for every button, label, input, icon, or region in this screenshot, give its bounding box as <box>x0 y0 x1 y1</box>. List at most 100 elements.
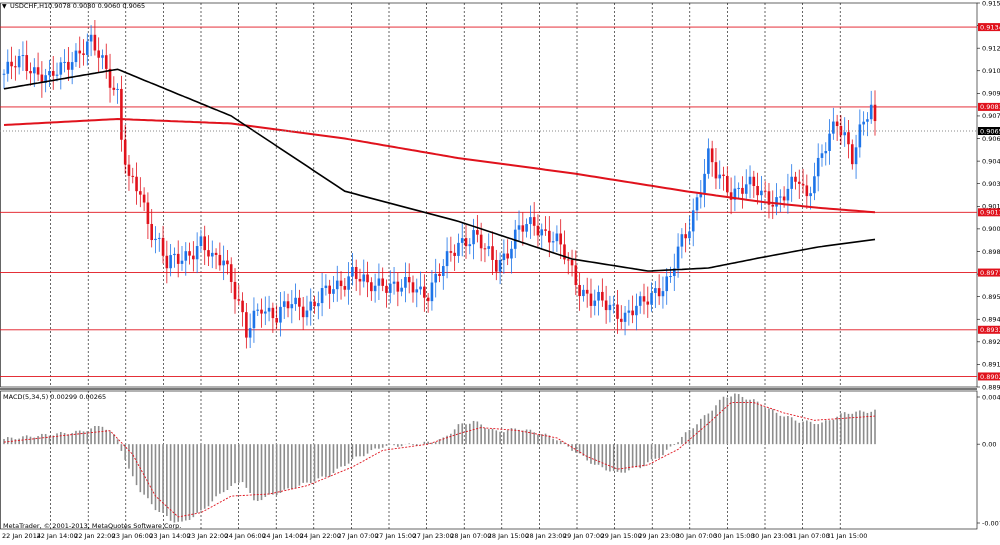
bull-candle <box>468 244 472 247</box>
bull-candle <box>638 296 642 306</box>
bear-candle <box>176 253 180 264</box>
bull-candle <box>305 310 309 318</box>
bear-candle <box>108 68 112 88</box>
bear-candle <box>548 230 551 243</box>
bull-candle <box>472 230 475 245</box>
bear-candle <box>339 280 343 287</box>
bull-candle <box>635 305 638 316</box>
bull-candle <box>2 73 6 75</box>
time-tick-label: 31 Jan 15:00 <box>826 532 867 540</box>
bull-candle <box>816 157 820 177</box>
bull-candle <box>63 61 66 63</box>
bull-candle <box>48 71 51 76</box>
level-tag <box>978 23 1000 32</box>
bull-candle <box>775 197 778 207</box>
bear-candle <box>135 176 138 192</box>
time-tick-label: 27 Jan 07:00 <box>337 532 378 540</box>
bull-candle <box>294 297 297 305</box>
support-resistance-levels[interactable] <box>0 26 977 377</box>
bull-candle <box>324 285 328 289</box>
bear-candle <box>188 251 191 256</box>
bull-candle <box>612 304 615 306</box>
bear-candle <box>192 255 195 260</box>
bull-candle <box>309 301 313 311</box>
bull-candle <box>623 312 627 322</box>
bear-candle <box>10 61 13 67</box>
bull-candle <box>813 176 816 194</box>
bull-candle <box>843 132 847 136</box>
bull-candle <box>790 176 793 189</box>
bear-candle <box>370 282 373 292</box>
bull-candle <box>86 41 89 55</box>
bull-candle <box>498 260 502 272</box>
bear-candle <box>298 297 301 307</box>
bear-candle <box>29 71 32 74</box>
bull-candle <box>551 241 555 243</box>
ma-slow-line <box>3 117 876 214</box>
bull-candle <box>487 246 491 249</box>
bear-candle <box>131 175 135 177</box>
time-tick-label: 28 Jan 07:00 <box>450 532 491 540</box>
bull-candle <box>430 282 434 302</box>
bull-candle <box>89 34 93 42</box>
time-tick-label: 31 Jan 07:00 <box>789 532 830 540</box>
bear-candle <box>767 191 771 205</box>
bear-candle <box>14 66 17 68</box>
bear-candle <box>578 285 581 297</box>
bull-candle <box>377 278 381 286</box>
bear-candle <box>438 273 441 276</box>
bear-candle <box>229 264 233 282</box>
bear-candle <box>40 74 44 83</box>
bear-candle <box>684 234 687 239</box>
bull-candle <box>415 289 419 293</box>
bear-candle <box>207 250 210 257</box>
price-tick-label: 0.8955 <box>982 293 1000 301</box>
bull-candle <box>282 301 286 307</box>
bear-candle <box>112 87 116 90</box>
bear-candle <box>407 277 411 283</box>
bull-candle <box>199 236 203 247</box>
bull-candle <box>116 88 119 90</box>
bear-candle <box>491 246 494 260</box>
bear-candle <box>449 251 453 253</box>
bear-candle <box>411 282 415 293</box>
bear-candle <box>396 281 400 292</box>
bull-candle <box>858 124 862 148</box>
bull-candle <box>786 188 790 201</box>
bear-candle <box>104 55 108 69</box>
bull-candle <box>419 286 422 290</box>
bull-candle <box>441 266 445 276</box>
bear-candle <box>25 55 29 72</box>
bear-candle <box>570 259 574 266</box>
bear-candle <box>805 185 809 197</box>
bull-candle <box>866 119 869 122</box>
bear-candle <box>275 318 278 323</box>
bull-candle <box>222 260 225 266</box>
bear-candle <box>506 253 509 259</box>
bear-candle <box>544 229 547 231</box>
bull-candle <box>264 311 267 314</box>
bull-candle <box>195 246 199 260</box>
bear-candle <box>495 259 498 272</box>
time-tick-label: 23 Jan 22:00 <box>187 532 228 540</box>
bear-candle <box>847 132 850 145</box>
current-price-tag <box>978 127 1000 135</box>
time-tick-label: 24 Jan 22:00 <box>300 532 341 540</box>
bear-candle <box>142 194 146 203</box>
bear-candle <box>271 307 275 319</box>
bull-candle <box>593 300 597 306</box>
bull-candle <box>400 287 403 292</box>
level-tag-label: 0.8902 <box>980 373 1000 381</box>
macd-tick-label: 0.00 <box>982 440 996 448</box>
bull-candle <box>392 281 396 284</box>
bull-candle <box>703 173 706 193</box>
bear-candle <box>574 265 578 286</box>
symbol-dropdown-icon[interactable]: ▼ <box>2 3 7 10</box>
bear-candle <box>585 289 589 294</box>
time-tick-label: 30 Jan 15:00 <box>713 532 754 540</box>
bear-candle <box>93 34 97 51</box>
level-tag-label: 0.8933 <box>980 326 1000 334</box>
